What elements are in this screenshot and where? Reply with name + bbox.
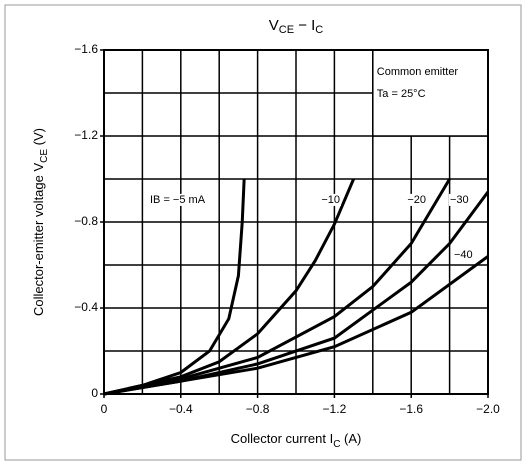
y-tick-label: −1.2 (74, 128, 98, 142)
annotation: Ta = 25°C (377, 88, 426, 100)
x-axis-label: Collector current IC (A) (231, 431, 362, 449)
y-tick-label: −0.4 (74, 300, 98, 314)
y-tick-label: −0.8 (74, 214, 98, 228)
series-label: −40 (454, 249, 473, 261)
label-bg (149, 193, 207, 206)
label-part: (A) (340, 431, 361, 446)
title-part: − I (294, 17, 315, 34)
label-bg (320, 193, 341, 206)
line (103, 178, 355, 396)
series-label: −10 (321, 194, 340, 206)
label-part: Collector-emitter voltage V (31, 163, 46, 316)
y-axis-label: Collector-emitter voltage VCE (V) (31, 128, 49, 316)
series-label: IB = −5 mA (150, 194, 206, 206)
title-part: C (315, 24, 323, 36)
x-tick-label: 0 (101, 402, 108, 416)
chart-title: VCE − IC (269, 17, 324, 36)
label-bg (453, 248, 474, 261)
x-tick-label: −2.0 (476, 402, 500, 416)
title-part: CE (279, 24, 294, 36)
line (103, 255, 489, 396)
label-part: CE (39, 149, 50, 163)
line (103, 178, 451, 396)
annotation: Common emitter (377, 66, 459, 78)
title-part: V (269, 17, 279, 34)
label-part: (V) (31, 128, 46, 149)
series-label: −20 (407, 194, 426, 206)
plot-border (103, 49, 489, 395)
label-part: C (333, 439, 340, 450)
x-tick-label: −0.8 (246, 402, 270, 416)
label-bg (449, 193, 470, 206)
x-tick-label: −1.2 (323, 402, 347, 416)
y-tick-label: −1.6 (74, 42, 98, 56)
annotation-box (372, 49, 489, 137)
x-tick-label: −0.4 (169, 402, 193, 416)
label-part: Collector current I (231, 431, 334, 446)
series-label: −30 (450, 194, 469, 206)
y-tick-label: 0 (91, 386, 98, 400)
x-tick-label: −1.6 (399, 402, 423, 416)
label-bg (406, 193, 427, 206)
